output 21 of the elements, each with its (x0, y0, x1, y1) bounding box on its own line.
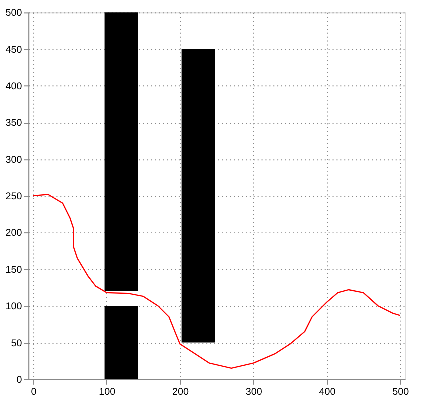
y-tick-label: 150 (6, 264, 23, 276)
x-tick-label: 0 (31, 386, 38, 398)
y-tick-label: 500 (6, 8, 23, 20)
y-tick-label: 100 (6, 302, 23, 313)
bar (104, 12, 138, 292)
line-series (32, 194, 401, 370)
y-tick-label: 450 (6, 44, 23, 56)
x-tick-label: 100 (99, 386, 116, 398)
bar (182, 49, 216, 343)
y-tick-label: 400 (6, 81, 23, 92)
y-tick-label: 50 (11, 338, 23, 350)
x-tick-label: 200 (172, 386, 190, 398)
x-tick-label: 400 (319, 386, 336, 398)
y-tick-label: 250 (6, 192, 23, 203)
y-tick-label: 350 (6, 118, 23, 130)
bar (104, 306, 138, 380)
y-tick-label: 300 (6, 154, 23, 166)
y-tick-label: 200 (6, 228, 23, 240)
x-tick-label: 300 (246, 386, 263, 398)
x-tick-label: 500 (392, 386, 410, 398)
y-tick-label: 0 (16, 374, 23, 386)
